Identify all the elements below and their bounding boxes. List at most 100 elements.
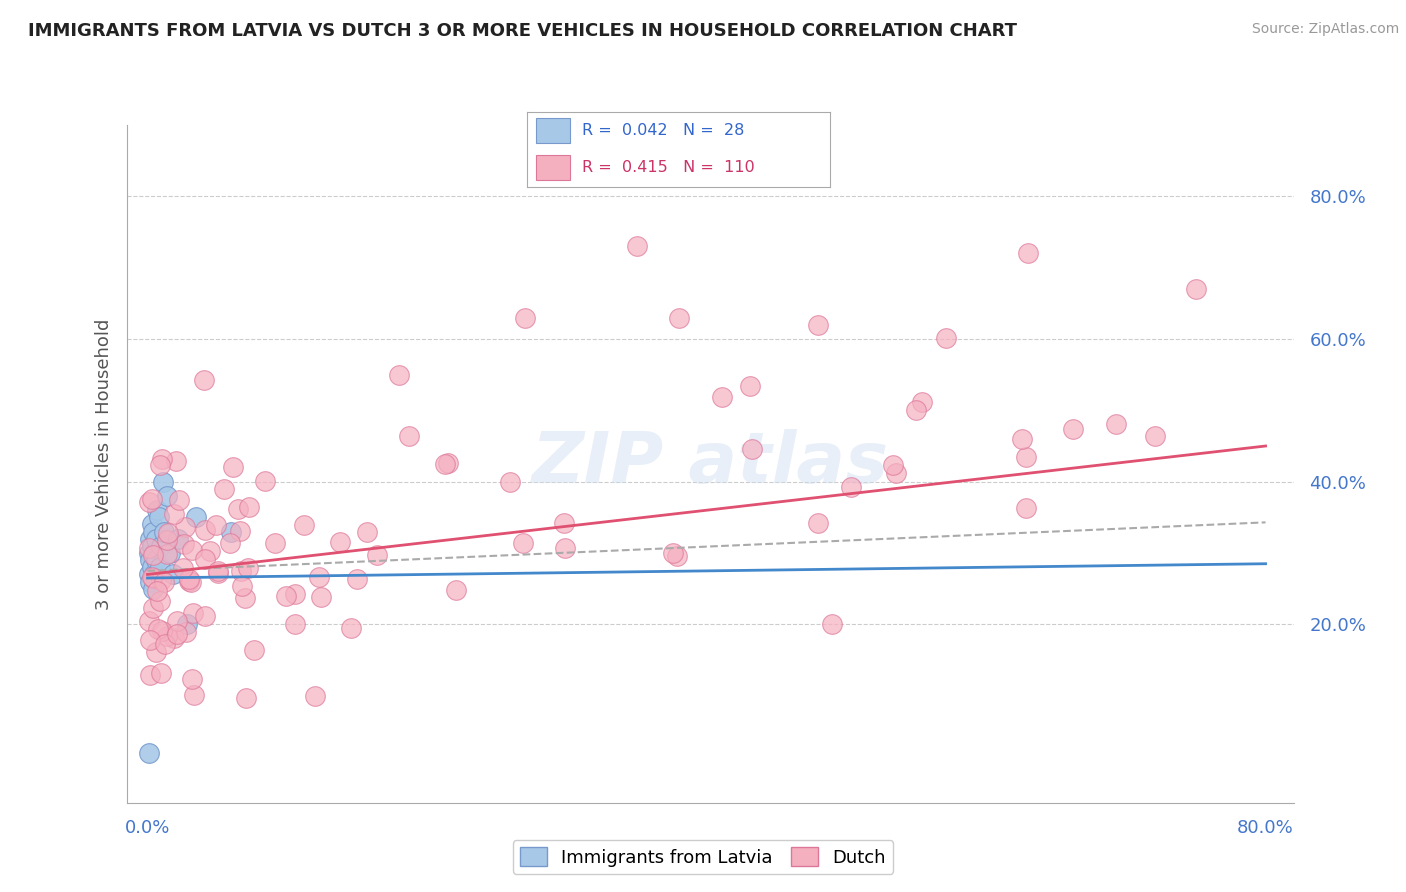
Point: [1105, 417, 1128, 431]
Point: [156, 547, 179, 561]
Point: [176, 617, 198, 632]
Bar: [536, 154, 569, 179]
Point: [207, 564, 229, 578]
Point: [153, 637, 176, 651]
Point: [142, 548, 165, 562]
Point: [292, 517, 315, 532]
Point: [1015, 450, 1038, 464]
Point: [145, 645, 167, 659]
Point: [149, 458, 172, 473]
Point: [152, 624, 174, 639]
Point: [180, 575, 202, 590]
Point: [150, 539, 173, 553]
Point: [153, 524, 176, 539]
Point: [807, 318, 830, 332]
Point: [513, 310, 536, 325]
Text: IMMIGRANTS FROM LATVIA VS DUTCH 3 OR MORE VEHICLES IN HOUSEHOLD CORRELATION CHAR: IMMIGRANTS FROM LATVIA VS DUTCH 3 OR MOR…: [28, 22, 1017, 40]
Point: [141, 492, 163, 507]
Point: [149, 593, 172, 607]
Point: [181, 672, 204, 686]
Point: [388, 368, 411, 382]
Point: [221, 524, 243, 539]
Point: [274, 589, 297, 603]
Point: [173, 536, 195, 550]
Point: [882, 458, 904, 473]
Point: [156, 526, 179, 541]
Point: [905, 403, 928, 417]
Y-axis label: 3 or more Vehicles in Household: 3 or more Vehicles in Household: [94, 318, 112, 609]
Point: [284, 587, 307, 601]
Point: [231, 579, 253, 593]
Point: [1011, 432, 1033, 446]
Point: [139, 574, 162, 589]
Point: [141, 539, 163, 553]
Point: [254, 474, 277, 488]
Point: [150, 452, 173, 467]
Point: [436, 456, 458, 470]
Point: [139, 633, 162, 648]
Point: [444, 583, 467, 598]
Point: [194, 552, 217, 566]
Point: [222, 459, 245, 474]
Point: [512, 536, 534, 550]
Point: [138, 746, 160, 760]
Point: [233, 591, 256, 605]
Point: [711, 390, 734, 404]
Text: ZIP atlas: ZIP atlas: [531, 429, 889, 499]
Point: [554, 541, 576, 555]
Point: [207, 566, 229, 581]
Point: [174, 519, 197, 533]
Point: [177, 574, 200, 588]
Point: [807, 516, 830, 530]
Point: [152, 475, 174, 489]
Point: [329, 535, 352, 549]
Point: [141, 560, 163, 574]
Point: [146, 583, 169, 598]
Point: [149, 560, 172, 574]
Point: [143, 546, 166, 560]
Point: [152, 574, 174, 589]
Point: [1184, 282, 1206, 296]
Point: [156, 533, 179, 547]
Point: [141, 570, 163, 584]
Point: [138, 567, 160, 582]
Point: [146, 623, 169, 637]
Point: [139, 553, 162, 567]
Point: [226, 502, 249, 516]
Legend: Immigrants from Latvia, Dutch: Immigrants from Latvia, Dutch: [513, 840, 893, 874]
Point: [243, 642, 266, 657]
Point: [340, 621, 363, 635]
Point: [159, 546, 181, 560]
Point: [139, 668, 162, 682]
Point: [142, 524, 165, 539]
Point: [186, 510, 208, 524]
Point: [138, 614, 160, 628]
Point: [264, 536, 287, 550]
Point: [156, 489, 179, 503]
Point: [149, 573, 172, 587]
Text: R =  0.415   N =  110: R = 0.415 N = 110: [582, 160, 755, 175]
Bar: [536, 119, 569, 144]
Point: [366, 548, 388, 562]
Point: [172, 561, 194, 575]
Point: [181, 543, 204, 558]
Point: [308, 569, 330, 583]
Point: [229, 524, 252, 539]
Point: [174, 624, 197, 639]
Point: [1015, 500, 1038, 515]
Point: [204, 518, 226, 533]
Point: [738, 378, 761, 392]
Point: [553, 516, 575, 531]
Point: [194, 524, 217, 538]
Point: [434, 457, 457, 471]
Point: [1062, 422, 1084, 436]
Point: [162, 567, 184, 582]
Point: [166, 614, 188, 628]
Point: [346, 572, 368, 586]
Point: [163, 507, 186, 521]
Point: [1143, 429, 1166, 443]
Point: [138, 495, 160, 509]
Point: [231, 564, 253, 578]
Point: [145, 553, 167, 567]
Point: [145, 532, 167, 546]
